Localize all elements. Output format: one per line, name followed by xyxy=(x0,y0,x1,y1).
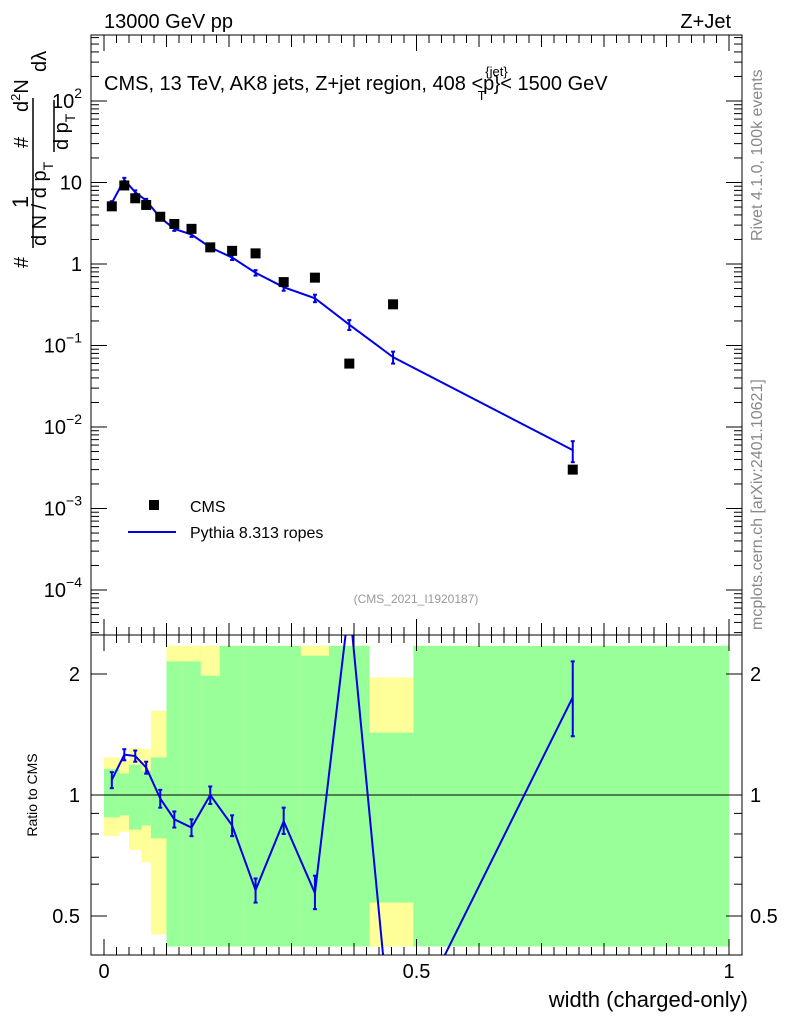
ylabel-dlambda: dλ xyxy=(29,51,51,72)
upper-panel: 102 10 1 10−1 10−2 10−3 10−4 CMS, 13 TeV, AK8 … xyxy=(8,34,743,636)
upper-y-tick-label: 10−1 xyxy=(44,330,82,358)
ratio-line xyxy=(110,635,574,955)
data-point xyxy=(169,218,180,229)
analysis-watermark: (CMS_2021_I1920187) xyxy=(354,592,479,606)
data-point xyxy=(119,180,130,191)
ylabel-hash-1: # xyxy=(11,256,33,268)
data-point xyxy=(205,242,216,253)
header-left: 13000 GeV pp xyxy=(104,11,233,33)
upper-axis-ticks xyxy=(91,35,742,635)
data-point xyxy=(141,199,152,210)
band-gap-top xyxy=(200,645,220,676)
x-tick-label: 0.5 xyxy=(403,961,431,983)
data-point xyxy=(388,299,399,310)
upper-y-tick-labels: 102 10 1 10−1 10−2 10−3 10−4 xyxy=(44,85,82,602)
band-gap-top xyxy=(166,645,201,662)
x-axis-label: width (charged-only) xyxy=(548,987,748,1012)
x-tick-label: 1 xyxy=(723,961,734,983)
upper-y-tick-label: 1 xyxy=(71,254,82,276)
data-points xyxy=(106,180,578,475)
band-gap-lower-yellow xyxy=(369,902,414,947)
x-tick-labels: 0 0.5 1 xyxy=(98,961,734,983)
upper-y-tick-label: 102 xyxy=(52,85,82,113)
upper-y-tick-label: 10 xyxy=(60,173,82,195)
lower-y-tick-labels-right: 210.5 xyxy=(750,664,778,928)
band-inner-bin xyxy=(141,770,151,826)
band-inner-bin xyxy=(266,645,301,947)
upper-y-tick-label: 10−3 xyxy=(44,493,82,521)
band-inner-bin xyxy=(182,645,201,947)
lower-y-tick-label-right: 0.5 xyxy=(750,906,778,928)
lower-y-tick-labels: 210.5 xyxy=(52,664,80,928)
band-inner-bin xyxy=(329,645,370,947)
rivet-label: Rivet 4.1.0, 100k events xyxy=(749,69,766,241)
mcplots-label: mcplots.cern.ch [arXiv:2401.10621] xyxy=(749,379,766,630)
ylabel-num-dp: d pT xyxy=(51,113,78,150)
upper-y-tick-label: 10−4 xyxy=(44,574,82,602)
lower-y-tick-label-right: 1 xyxy=(750,785,761,807)
data-point xyxy=(227,245,238,256)
data-point xyxy=(155,211,166,222)
lower-y-tick-label-right: 2 xyxy=(750,664,761,686)
band-inner-bin xyxy=(150,757,167,839)
data-point xyxy=(106,201,117,212)
lower-axis-ticks xyxy=(91,635,742,955)
band-inner-bin xyxy=(244,645,267,947)
uncertainty-band-gaps xyxy=(166,645,414,947)
band-inner-bin xyxy=(219,645,245,947)
data-point xyxy=(278,277,289,288)
data-point xyxy=(309,272,320,283)
upper-y-tick-label: 10−2 xyxy=(44,411,82,439)
upper-title: CMS, 13 TeV, AK8 jets, Z+jet region, 408… xyxy=(104,64,608,103)
data-point xyxy=(186,223,197,234)
upper-y-label: # 1 d N / d pT # d pT d2N dλ xyxy=(8,51,78,268)
band-inner-bin xyxy=(413,645,729,947)
uncertainty-band-inner xyxy=(104,645,729,947)
data-point xyxy=(344,358,355,369)
legend-mc-label: Pythia 8.313 ropes xyxy=(190,525,323,542)
ylabel-d2n: d2N xyxy=(8,79,33,112)
band-inner-bin xyxy=(129,764,142,830)
band-gap-top xyxy=(300,645,329,656)
x-tick-label: 0 xyxy=(98,961,109,983)
legend-cms-label: CMS xyxy=(190,499,226,516)
lower-panel: 210.5 210.5 0 0.5 1 Ratio to CMS width (ch… xyxy=(24,634,778,1012)
band-inner-bin xyxy=(104,769,120,818)
ylabel-num-hash: # xyxy=(11,136,33,148)
lower-y-tick-label: 1 xyxy=(69,785,80,807)
ylabel-den: d N / d pT xyxy=(29,161,56,246)
lower-y-tick-label: 0.5 xyxy=(52,906,80,928)
data-point xyxy=(250,248,261,259)
data-point xyxy=(567,464,578,475)
ylabel-one: 1 xyxy=(8,196,33,208)
data-point xyxy=(130,193,141,204)
header-right: Z+Jet xyxy=(680,11,731,33)
band-gap-upper-yellow xyxy=(369,677,414,733)
lower-y-tick-label: 2 xyxy=(69,664,80,686)
band-inner-bin xyxy=(166,645,183,947)
upper-frame xyxy=(90,34,743,636)
legend-cms-marker xyxy=(149,500,159,510)
ratio-y-label: Ratio to CMS xyxy=(24,753,40,836)
